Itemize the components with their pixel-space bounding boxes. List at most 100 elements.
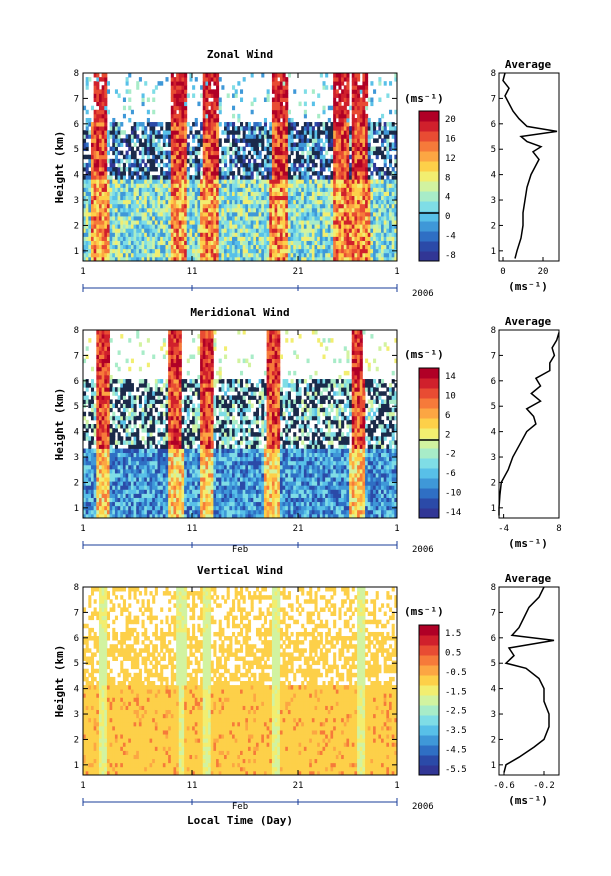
heatmap-cell <box>101 85 105 90</box>
heatmap-cell <box>154 142 158 147</box>
heatmap-cell <box>112 199 116 205</box>
heatmap-cell <box>202 93 206 98</box>
heatmap-cell <box>391 191 395 197</box>
heatmap-cell <box>96 228 100 233</box>
heatmap-cell <box>229 244 233 250</box>
heatmap-cell <box>298 187 302 192</box>
heatmap-cell <box>210 256 214 262</box>
heatmap-cell <box>250 175 254 180</box>
heatmap-cell <box>311 228 315 233</box>
heatmap-cell <box>389 203 393 209</box>
heatmap-cell <box>386 191 390 197</box>
heatmap-cell <box>186 252 190 258</box>
heatmap-cell <box>117 493 121 498</box>
heatmap-cell <box>237 138 241 143</box>
heatmap-cell <box>343 89 347 94</box>
heatmap-cell <box>309 138 313 143</box>
heatmap-cell <box>247 252 252 258</box>
heatmap-cell <box>104 415 108 421</box>
heatmap-cell <box>162 195 166 201</box>
heatmap-cell <box>301 224 305 229</box>
heatmap-cell <box>101 501 105 507</box>
heatmap-cell <box>330 171 334 176</box>
heatmap-cell <box>120 224 124 229</box>
heatmap-cell <box>349 195 353 201</box>
heatmap-cell <box>83 460 87 466</box>
heatmap-cell <box>85 481 89 486</box>
heatmap-cell <box>112 415 116 421</box>
heatmap-cell <box>122 191 126 197</box>
heatmap-cell <box>133 460 137 466</box>
heatmap-cell <box>277 236 281 241</box>
heatmap-cell <box>378 220 382 225</box>
heatmap-cell <box>120 391 124 396</box>
heatmap-cell <box>359 113 363 119</box>
heatmap-cell <box>386 187 390 192</box>
heatmap-cell <box>112 203 116 209</box>
heatmap-cell <box>311 89 315 94</box>
heatmap-cell <box>157 134 161 139</box>
heatmap-cell <box>226 126 230 131</box>
heatmap-cell <box>117 460 121 466</box>
heatmap-cell <box>216 158 220 164</box>
heatmap-cell <box>357 97 361 103</box>
heatmap-cell <box>120 183 124 188</box>
heatmap-cell <box>106 370 111 376</box>
heatmap-cell <box>149 216 153 221</box>
heatmap-cell <box>93 464 97 470</box>
heatmap-cell <box>104 113 108 119</box>
heatmap-cell <box>370 81 374 86</box>
heatmap-cell <box>104 199 108 205</box>
heatmap-cell <box>130 415 134 421</box>
heatmap-cell <box>234 228 238 233</box>
heatmap-cell <box>114 122 118 127</box>
heatmap-cell <box>157 142 161 147</box>
heatmap-cell <box>112 171 116 176</box>
heatmap-cell <box>197 224 201 229</box>
heatmap-cell <box>232 105 236 111</box>
heatmap-cell <box>234 248 238 254</box>
heatmap-cell <box>90 464 95 470</box>
heatmap-cell <box>218 240 222 246</box>
heatmap-cell <box>90 158 95 164</box>
colorbar-swatch <box>419 131 439 142</box>
heatmap-cell <box>208 167 212 172</box>
heatmap-cell <box>162 211 166 217</box>
heatmap-cell <box>173 195 177 201</box>
heatmap-cell <box>128 501 132 507</box>
heatmap-cell <box>247 207 252 213</box>
heatmap-cell <box>325 207 329 213</box>
heatmap-cell <box>224 216 228 221</box>
heatmap-cell <box>357 252 361 258</box>
heatmap-cell <box>117 464 121 470</box>
heatmap-cell <box>266 97 270 103</box>
heatmap-cell <box>365 183 369 188</box>
heatmap-cell <box>149 162 153 168</box>
heatmap-cell <box>149 195 153 201</box>
heatmap-cell <box>362 146 366 152</box>
heatmap-cell <box>367 183 371 188</box>
heatmap-cell <box>109 440 113 445</box>
heatmap-cell <box>346 158 350 164</box>
heatmap-cell <box>128 232 132 237</box>
heatmap-cell <box>114 211 118 217</box>
heatmap-cell <box>104 85 108 90</box>
heatmap-cell <box>93 505 97 511</box>
heatmap-cell <box>154 183 158 188</box>
heatmap-cell <box>117 399 121 404</box>
heatmap-cell <box>184 228 188 233</box>
heatmap-cell <box>128 154 132 160</box>
heatmap-cell <box>133 126 137 131</box>
heatmap-cell <box>263 179 268 184</box>
heatmap-cell <box>93 158 97 164</box>
heatmap-cell <box>85 468 89 474</box>
heatmap-cell <box>266 240 270 246</box>
heatmap-cell <box>261 126 265 131</box>
heatmap-cell <box>157 203 161 209</box>
heatmap-cell <box>240 126 244 131</box>
heatmap-cell <box>88 187 92 192</box>
heatmap-cell <box>258 183 262 188</box>
heatmap-cell <box>184 232 188 237</box>
heatmap-cell <box>253 138 257 143</box>
heatmap-cell <box>112 167 116 172</box>
